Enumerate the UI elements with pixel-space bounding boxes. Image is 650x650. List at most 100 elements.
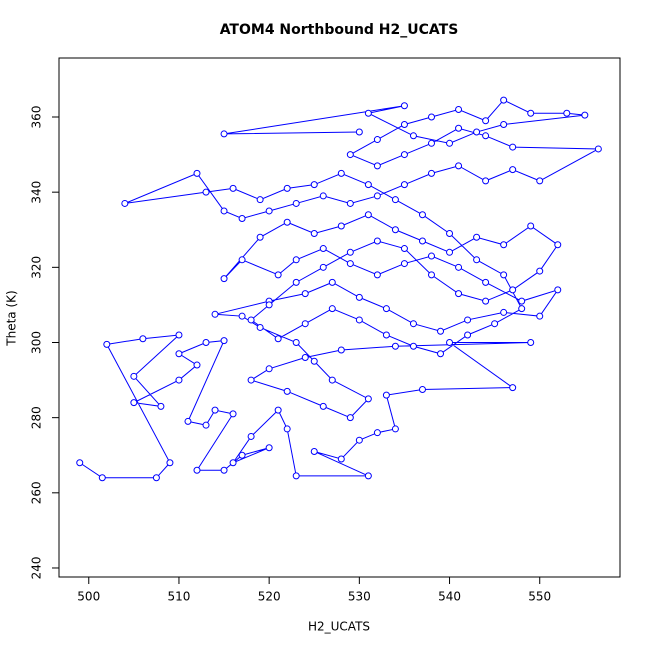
data-point	[446, 248, 454, 256]
data-point	[418, 385, 426, 393]
data-point	[518, 297, 526, 305]
data-point	[437, 350, 445, 358]
data-point	[202, 188, 210, 196]
data-point	[256, 196, 264, 204]
data-point	[581, 111, 589, 119]
data-point	[455, 105, 463, 113]
x-tick-label: 540	[438, 590, 461, 604]
data-point	[310, 181, 318, 189]
x-tick-label: 500	[77, 590, 100, 604]
data-point	[364, 181, 372, 189]
data-point	[455, 263, 463, 271]
data-point	[391, 226, 399, 234]
data-point	[427, 169, 435, 177]
series-line	[79, 99, 601, 479]
data-point	[337, 222, 345, 230]
data-point	[355, 128, 363, 136]
data-point	[346, 260, 354, 268]
data-point	[364, 472, 372, 480]
data-point	[464, 331, 472, 339]
data-point	[482, 117, 490, 125]
data-point	[500, 96, 508, 104]
data-point	[310, 357, 318, 365]
y-axis-label: Theta (K)	[5, 290, 19, 346]
data-point	[500, 121, 508, 129]
data-point	[130, 399, 138, 407]
data-point	[409, 320, 417, 328]
data-point	[247, 376, 255, 384]
data-point	[518, 305, 526, 313]
data-point	[500, 241, 508, 249]
data-point	[509, 166, 517, 174]
data-point	[238, 451, 246, 459]
data-point	[121, 199, 129, 207]
data-point	[446, 338, 454, 346]
data-point	[256, 233, 264, 241]
data-point	[554, 241, 562, 249]
data-point	[103, 340, 111, 348]
data-point	[563, 109, 571, 117]
data-point	[536, 177, 544, 185]
y-tick-label: 360	[30, 106, 44, 129]
data-point	[247, 316, 255, 324]
data-point	[274, 271, 282, 279]
data-point	[265, 207, 273, 215]
y-tick-label: 300	[30, 331, 44, 354]
data-point	[482, 177, 490, 185]
data-point	[391, 342, 399, 350]
x-tick-label: 520	[258, 590, 281, 604]
data-point	[418, 237, 426, 245]
data-point	[355, 293, 363, 301]
data-point	[319, 192, 327, 200]
data-point	[491, 320, 499, 328]
data-point	[455, 162, 463, 170]
data-point	[446, 230, 454, 238]
data-point	[482, 297, 490, 305]
y-tick-label: 240	[30, 557, 44, 580]
data-point	[301, 354, 309, 362]
data-point	[509, 384, 517, 392]
data-point	[382, 331, 390, 339]
data-point	[328, 305, 336, 313]
data-point	[346, 248, 354, 256]
data-point	[473, 256, 481, 264]
data-point	[527, 222, 535, 230]
data-point	[427, 271, 435, 279]
data-point	[473, 128, 481, 136]
x-tick-label: 510	[168, 590, 191, 604]
data-point	[175, 350, 183, 358]
data-point	[364, 395, 372, 403]
data-point	[166, 459, 174, 467]
data-point	[346, 414, 354, 422]
data-point	[265, 301, 273, 309]
plot-frame	[58, 57, 621, 578]
data-point	[527, 338, 535, 346]
y-tick-label: 340	[30, 181, 44, 204]
data-point	[292, 472, 300, 480]
data-point	[455, 124, 463, 132]
data-point	[328, 376, 336, 384]
data-point	[391, 425, 399, 433]
data-point	[229, 410, 237, 418]
data-point	[220, 337, 228, 345]
x-tick-label: 550	[528, 590, 551, 604]
data-point	[427, 113, 435, 121]
data-point	[455, 290, 463, 298]
data-point	[175, 331, 183, 339]
data-point	[337, 346, 345, 354]
data-point	[373, 192, 381, 200]
data-point	[220, 466, 228, 474]
data-point	[238, 256, 246, 264]
data-point	[400, 181, 408, 189]
data-point	[220, 207, 228, 215]
data-point	[130, 372, 138, 380]
data-point	[238, 214, 246, 222]
data-point	[382, 391, 390, 399]
data-point	[283, 184, 291, 192]
data-point	[265, 365, 273, 373]
data-point	[292, 199, 300, 207]
data-point	[193, 466, 201, 474]
data-point	[175, 376, 183, 384]
data-point	[509, 286, 517, 294]
